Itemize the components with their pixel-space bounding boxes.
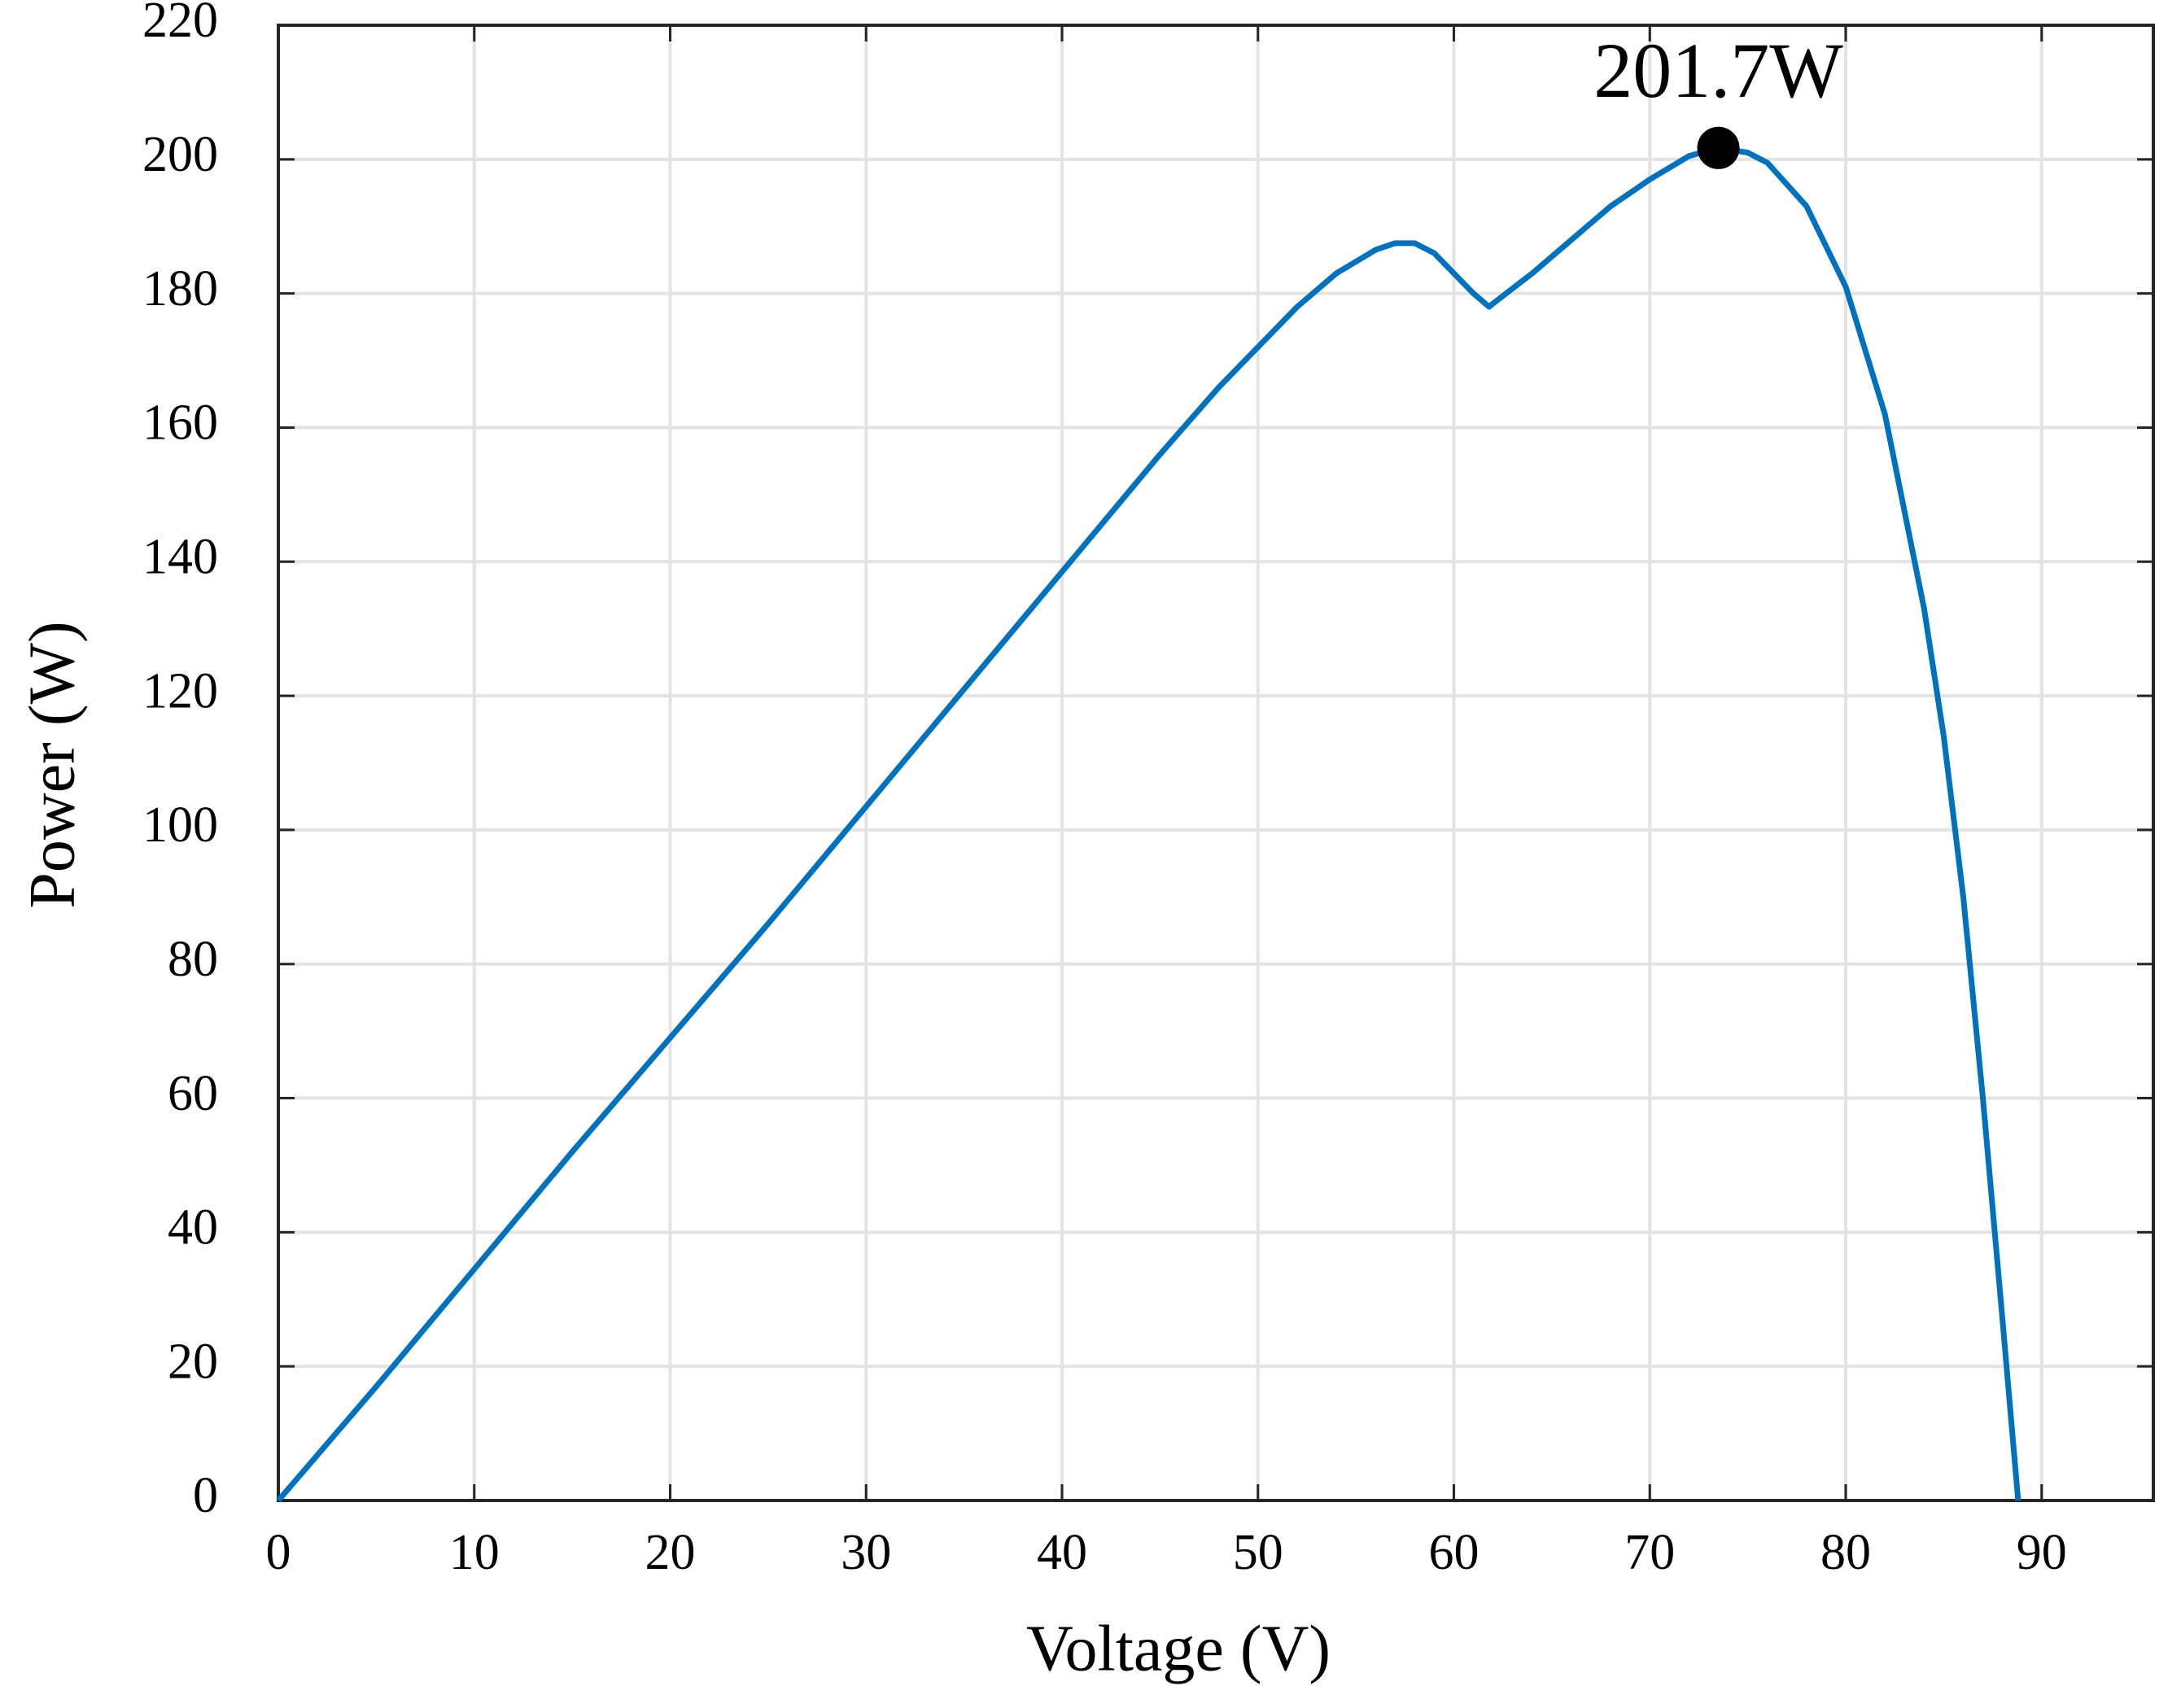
y-tick-label: 120 xyxy=(142,663,218,719)
y-tick-label: 200 xyxy=(142,127,218,182)
x-tick-label: 20 xyxy=(645,1525,696,1580)
y-tick-label: 20 xyxy=(168,1334,218,1389)
y-tick-label: 80 xyxy=(168,932,218,987)
y-tick-label: 0 xyxy=(193,1468,218,1523)
y-tick-label: 40 xyxy=(168,1200,218,1256)
y-tick-label: 160 xyxy=(142,395,218,451)
x-tick-label: 30 xyxy=(841,1525,891,1580)
x-tick-label: 90 xyxy=(2017,1525,2067,1580)
x-tick-label: 60 xyxy=(1429,1525,1479,1580)
x-tick-label: 10 xyxy=(449,1525,500,1580)
x-axis-label: Voltage (V) xyxy=(1026,1613,1331,1684)
y-tick-label: 220 xyxy=(142,0,218,48)
y-tick-label: 140 xyxy=(142,530,218,585)
y-tick-label: 180 xyxy=(142,261,218,317)
plot-frame xyxy=(277,24,2155,1502)
data-line xyxy=(276,145,2021,1503)
x-tick-label: 50 xyxy=(1233,1525,1283,1580)
x-tick-label: 80 xyxy=(1820,1525,1871,1580)
x-tick-label: 0 xyxy=(266,1525,291,1580)
x-tick-label: 40 xyxy=(1037,1525,1087,1580)
y-axis-label: Power (W) xyxy=(16,621,88,908)
peak-marker xyxy=(1697,126,1740,169)
x-tick-label: 70 xyxy=(1624,1525,1675,1580)
y-tick-label: 100 xyxy=(142,797,218,853)
y-tick-label: 60 xyxy=(168,1066,218,1121)
peak-label: 201.7W xyxy=(1593,27,1843,114)
